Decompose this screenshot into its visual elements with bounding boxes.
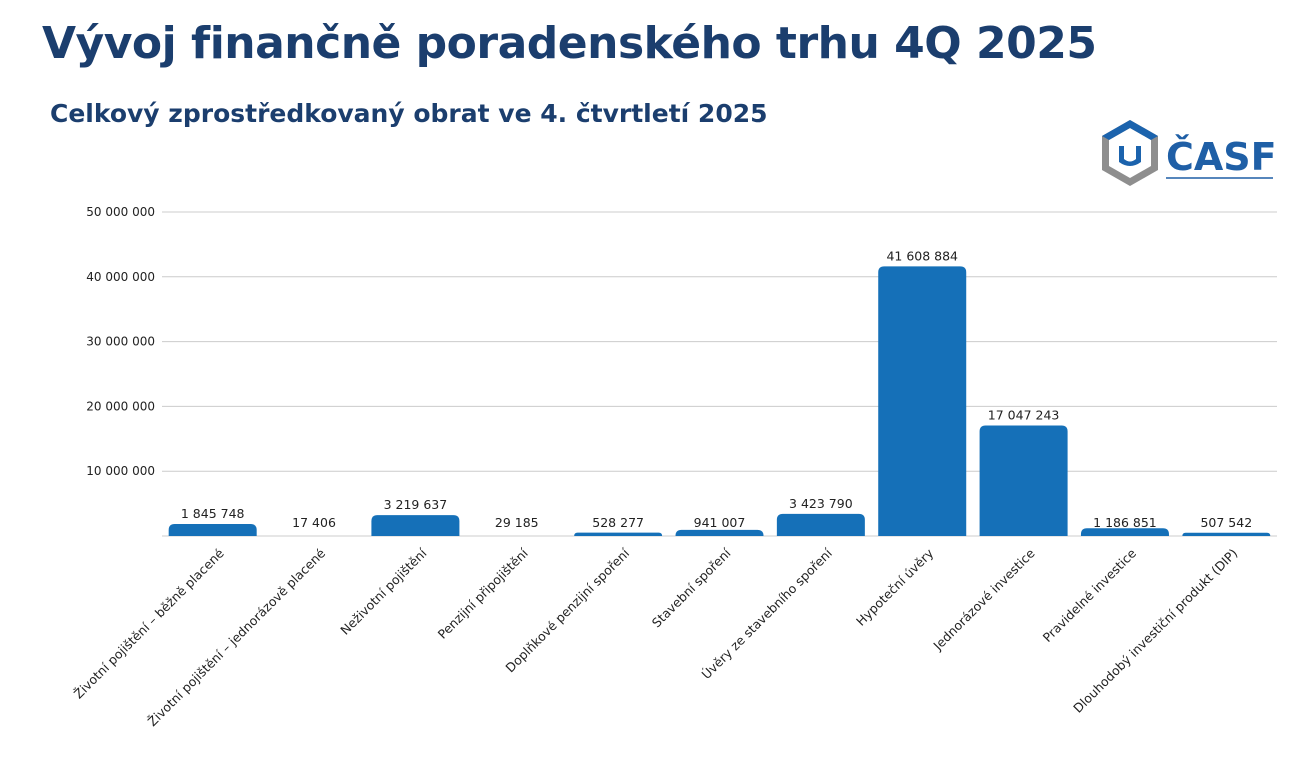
data-label: 1 186 851 [1093,515,1157,530]
casf-logo: ČASF [1102,120,1275,186]
data-label: 528 277 [592,515,644,530]
x-tick-label: Stavební spoření [649,545,734,630]
bar [371,515,460,536]
bar [168,524,257,536]
bar [574,532,663,536]
bar [1182,532,1271,536]
y-tick-label: 50 000 000 [86,205,155,219]
bar [878,266,967,536]
shield-hexagon-icon [1102,120,1158,186]
x-tick-label: Životní pojištění – jednorázově placené [145,545,329,729]
data-label: 3 423 790 [789,496,853,511]
x-tick-label: Neživotní pojištění [337,545,430,638]
data-label: 3 219 637 [384,497,448,512]
bar [675,529,764,536]
y-tick-label: 30 000 000 [86,335,155,349]
logo-text: ČASF [1166,135,1275,179]
data-label: 507 542 [1200,515,1252,530]
x-tick-label: Penzijní připojištění [435,545,532,642]
data-label: 41 608 884 [886,248,958,263]
data-label: 941 007 [694,515,746,530]
chart-subtitle: Celkový zprostředkovaný obrat ve 4. čtvr… [50,99,768,128]
y-tick-label: 10 000 000 [86,464,155,478]
data-label: 1 845 748 [181,506,245,521]
data-label: 17 406 [292,515,336,530]
bar [1080,528,1169,536]
x-tick-label: Hypoteční úvěry [853,545,937,629]
bar [979,425,1068,536]
bar [776,513,865,536]
y-tick-label: 20 000 000 [86,399,155,413]
x-tick-label: Pravidelné investice [1040,545,1140,645]
data-label: 29 185 [495,515,539,530]
data-label: 17 047 243 [988,408,1060,423]
page-title: Vývoj finančně poradenského trhu 4Q 2025 [42,18,1097,69]
x-tick-label: Dlouhodobý investiční produkt (DIP) [1070,546,1240,716]
x-tick-label: Jednorázové investice [930,545,1038,653]
y-tick-label: 40 000 000 [86,270,155,284]
